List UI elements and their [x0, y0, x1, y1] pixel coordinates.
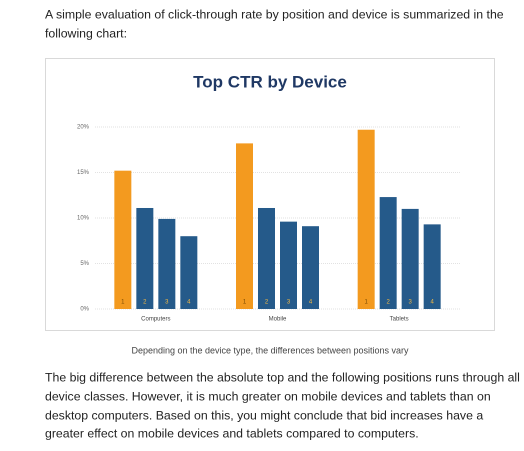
bar: [136, 207, 154, 309]
body-line: desktop computers. Based on this, you mi…: [45, 408, 483, 422]
bar: [180, 236, 198, 309]
x-tick-label: Mobile: [269, 317, 287, 323]
body-line: The big difference between the absolute …: [45, 370, 520, 384]
bar: [280, 221, 297, 309]
bar-position-label: 1: [364, 300, 368, 306]
bar-position-label: 2: [265, 300, 269, 306]
bar: [423, 224, 441, 309]
bar-position-label: 1: [121, 300, 125, 306]
bar-position-label: 3: [287, 300, 291, 306]
bar: [401, 208, 419, 309]
y-tick-label: 5%: [80, 261, 89, 267]
bar: [357, 129, 375, 309]
bar: [114, 170, 132, 309]
caption: Depending on the device type, the differ…: [131, 345, 409, 355]
bar-position-label: 2: [386, 300, 390, 306]
y-tick-label: 10%: [77, 216, 90, 222]
body-line: device classes. However, it is much grea…: [45, 389, 491, 403]
bar-position-label: 4: [187, 300, 191, 306]
bar: [379, 197, 397, 309]
bar-position-label: 3: [408, 300, 412, 306]
y-tick-label: 20%: [77, 125, 90, 131]
bar: [302, 226, 319, 309]
x-tick-label: Computers: [141, 317, 170, 323]
bar-position-label: 2: [143, 300, 147, 306]
bar-position-label: 4: [430, 300, 434, 306]
chart-title: Top CTR by Device: [193, 72, 347, 91]
body-line: greater effect on mobile devices and tab…: [45, 426, 419, 440]
bar: [158, 218, 176, 309]
intro-line: A simple evaluation of click-through rat…: [45, 7, 504, 21]
bar-position-label: 1: [243, 300, 247, 306]
bar-position-label: 3: [165, 300, 169, 306]
intro-line: following chart:: [45, 26, 127, 40]
x-tick-label: Tablets: [390, 317, 409, 323]
y-tick-label: 0%: [80, 307, 89, 313]
bar: [236, 143, 253, 309]
bar: [258, 207, 275, 309]
bar-position-label: 4: [309, 300, 313, 306]
y-tick-label: 15%: [77, 170, 90, 176]
